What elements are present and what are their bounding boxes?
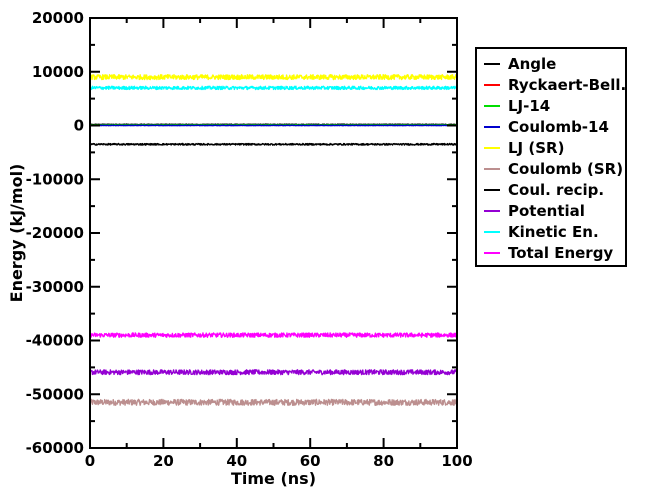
y-tick-label: 0 xyxy=(74,117,84,135)
legend-label-lj-14: LJ-14 xyxy=(508,97,550,115)
series-line-lj-sr xyxy=(89,74,458,81)
plot-area xyxy=(90,18,457,448)
y-tick-label: -40000 xyxy=(26,332,84,350)
x-tick-label: 0 xyxy=(85,452,95,470)
x-tick-label: 60 xyxy=(300,452,321,470)
legend-label-lj-sr: LJ (SR) xyxy=(508,139,564,157)
y-tick-label: 10000 xyxy=(32,63,84,81)
y-tick-label: -10000 xyxy=(26,170,84,188)
x-axis-title: Time (ns) xyxy=(231,469,316,488)
y-tick-label: -60000 xyxy=(26,439,84,457)
legend-label-coul-recip: Coul. recip. xyxy=(508,181,604,199)
y-tick-label: -50000 xyxy=(26,385,84,403)
legend-label-ryckaert-bell: Ryckaert-Bell. xyxy=(508,76,626,94)
series-line-kinetic-en xyxy=(89,85,458,91)
series-line-potential xyxy=(89,369,458,376)
legend-box xyxy=(475,47,627,267)
y-tick-label: 20000 xyxy=(32,9,84,27)
y-tick-label: -20000 xyxy=(26,224,84,242)
x-tick-label: 100 xyxy=(441,452,472,470)
y-axis-title: Energy (kJ/mol) xyxy=(7,164,26,303)
legend-label-coulomb-14: Coulomb-14 xyxy=(508,118,609,136)
x-tick-label: 80 xyxy=(373,452,394,470)
legend-label-angle: Angle xyxy=(508,55,556,73)
series-line-coul-recip xyxy=(89,142,458,146)
legend-label-total-energy: Total Energy xyxy=(508,244,613,262)
series-line-coulomb-sr xyxy=(89,398,458,406)
x-tick-label: 20 xyxy=(153,452,174,470)
legend-label-kinetic-en: Kinetic En. xyxy=(508,223,599,241)
series-line-total-energy xyxy=(89,332,458,338)
x-tick-label: 40 xyxy=(226,452,247,470)
y-tick-label: -30000 xyxy=(26,278,84,296)
legend-label-potential: Potential xyxy=(508,202,585,220)
legend-label-coulomb-sr: Coulomb (SR) xyxy=(508,160,623,178)
